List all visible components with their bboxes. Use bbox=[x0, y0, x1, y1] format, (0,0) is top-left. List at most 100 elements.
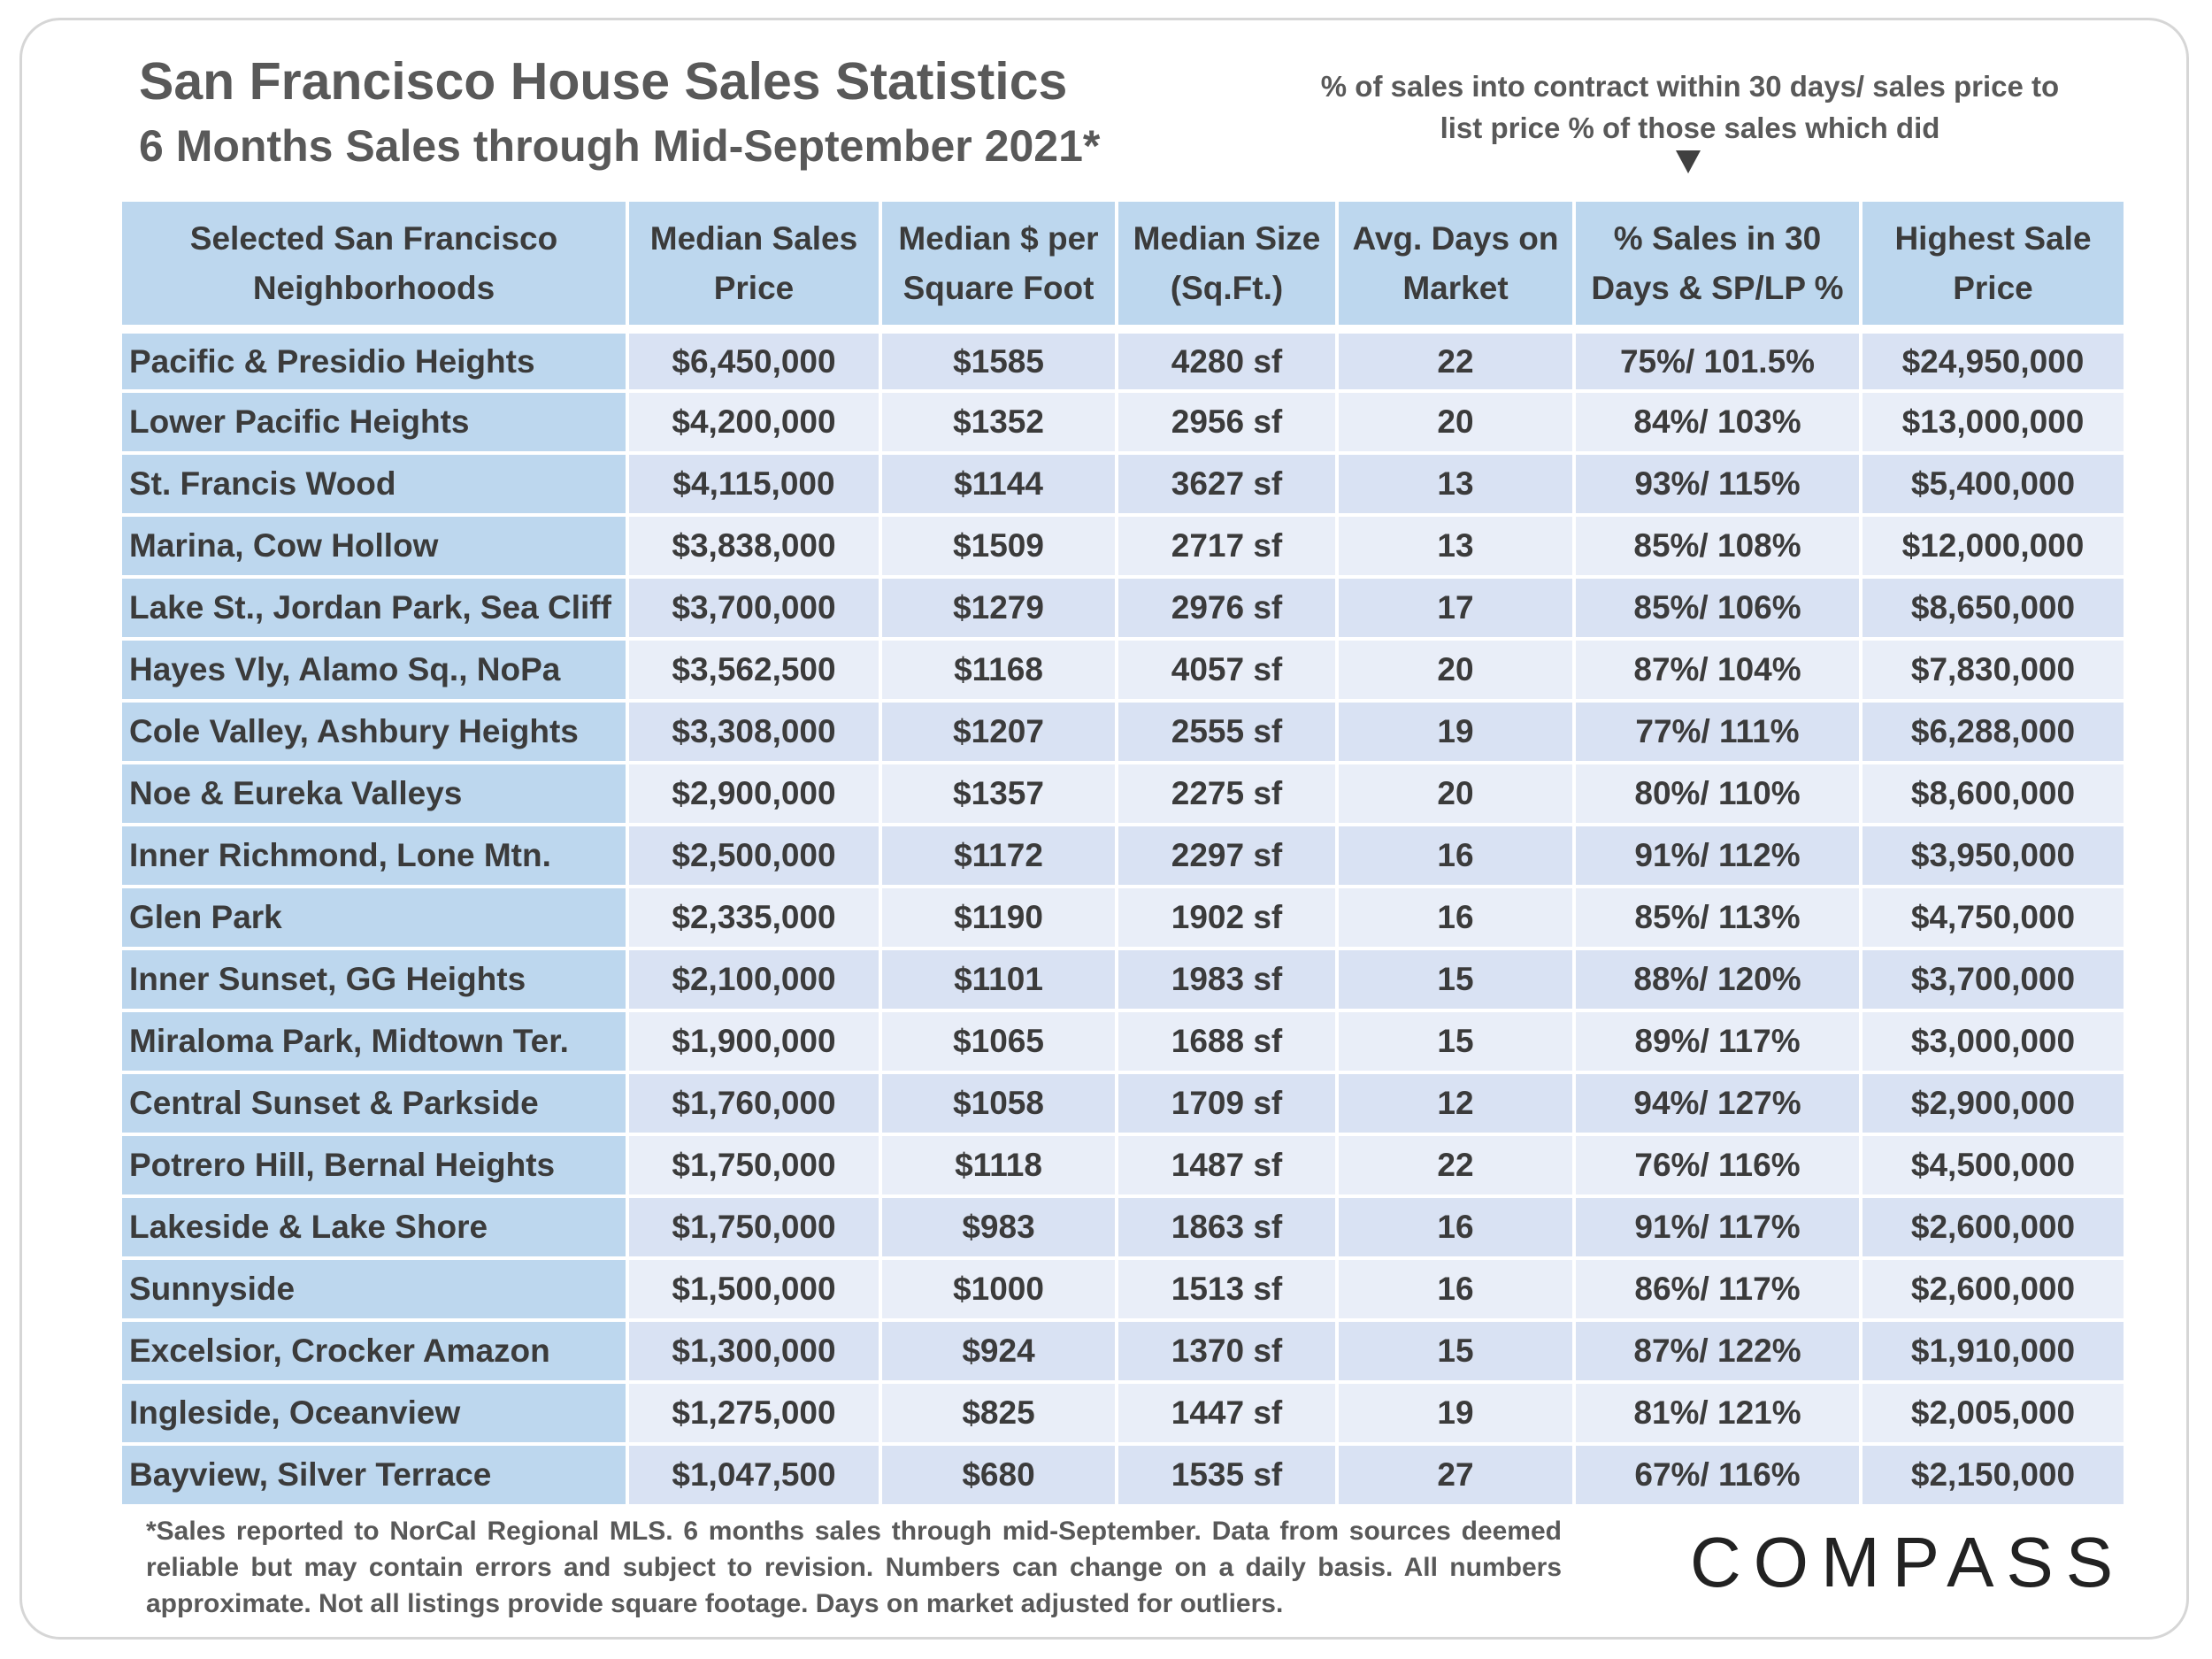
cell-sales-30-days: 77%/ 111% bbox=[1572, 699, 1863, 764]
cell-median-size: 2956 sf bbox=[1115, 389, 1339, 455]
table-header-row: Selected San Francisco Neighborhoods Med… bbox=[119, 198, 2127, 334]
cell-price-per-sqft: $1168 bbox=[879, 637, 1118, 703]
cell-price-per-sqft: $1585 bbox=[879, 327, 1118, 393]
column-header-neighborhood: Selected San Francisco Neighborhoods bbox=[119, 198, 629, 334]
cell-price-per-sqft: $1065 bbox=[879, 1009, 1118, 1074]
cell-highest-sale: $7,830,000 bbox=[1859, 637, 2127, 703]
cell-median-size: 1513 sf bbox=[1115, 1256, 1339, 1322]
cell-neighborhood: Hayes Vly, Alamo Sq., NoPa bbox=[119, 637, 629, 703]
cell-sales-30-days: 85%/ 106% bbox=[1572, 575, 1863, 641]
cell-highest-sale: $1,910,000 bbox=[1859, 1318, 2127, 1384]
cell-median-size: 1902 sf bbox=[1115, 885, 1339, 950]
sales-table: Selected San Francisco Neighborhoods Med… bbox=[119, 198, 2127, 1508]
column-header-highest-sale: Highest Sale Price bbox=[1859, 198, 2127, 334]
cell-highest-sale: $4,500,000 bbox=[1859, 1133, 2127, 1198]
cell-neighborhood: St. Francis Wood bbox=[119, 451, 629, 517]
cell-sales-30-days: 91%/ 117% bbox=[1572, 1194, 1863, 1260]
cell-highest-sale: $2,600,000 bbox=[1859, 1194, 2127, 1260]
cell-price-per-sqft: $983 bbox=[879, 1194, 1118, 1260]
table-row: Cole Valley, Ashbury Heights $3,308,000 $1… bbox=[119, 699, 2127, 764]
cell-median-size: 2976 sf bbox=[1115, 575, 1339, 641]
cell-median-price: $2,900,000 bbox=[626, 761, 882, 826]
page-subtitle: 6 Months Sales through Mid-September 202… bbox=[139, 121, 1101, 171]
cell-days-on-market: 20 bbox=[1335, 761, 1576, 826]
cell-sales-30-days: 93%/ 115% bbox=[1572, 451, 1863, 517]
cell-median-size: 1983 sf bbox=[1115, 947, 1339, 1012]
cell-days-on-market: 16 bbox=[1335, 885, 1576, 950]
cell-neighborhood: Lakeside & Lake Shore bbox=[119, 1194, 629, 1260]
table-row: Noe & Eureka Valleys $2,900,000 $1357 2275 … bbox=[119, 761, 2127, 826]
column-header-price-per-sqft: Median $ per Square Foot bbox=[879, 198, 1118, 334]
table-row: Inner Sunset, GG Heights $2,100,000 $1101 1… bbox=[119, 947, 2127, 1012]
table-row: Marina, Cow Hollow $3,838,000 $1509 2717 sf… bbox=[119, 513, 2127, 579]
cell-sales-30-days: 85%/ 113% bbox=[1572, 885, 1863, 950]
cell-median-price: $1,900,000 bbox=[626, 1009, 882, 1074]
cell-highest-sale: $3,700,000 bbox=[1859, 947, 2127, 1012]
cell-neighborhood: Potrero Hill, Bernal Heights bbox=[119, 1133, 629, 1198]
cell-median-price: $3,562,500 bbox=[626, 637, 882, 703]
cell-price-per-sqft: $1509 bbox=[879, 513, 1118, 579]
cell-days-on-market: 27 bbox=[1335, 1442, 1576, 1508]
cell-neighborhood: Lower Pacific Heights bbox=[119, 389, 629, 455]
cell-days-on-market: 12 bbox=[1335, 1071, 1576, 1136]
cell-price-per-sqft: $1357 bbox=[879, 761, 1118, 826]
column-note: % of sales into contract within 30 days/… bbox=[1320, 70, 2060, 144]
cell-sales-30-days: 76%/ 116% bbox=[1572, 1133, 1863, 1198]
cell-price-per-sqft: $1172 bbox=[879, 823, 1118, 888]
cell-median-size: 1370 sf bbox=[1115, 1318, 1339, 1384]
column-header-sales-30-days: % Sales in 30 Days & SP/LP % bbox=[1572, 198, 1863, 334]
cell-median-price: $2,500,000 bbox=[626, 823, 882, 888]
cell-price-per-sqft: $825 bbox=[879, 1380, 1118, 1446]
cell-median-size: 1863 sf bbox=[1115, 1194, 1339, 1260]
cell-days-on-market: 17 bbox=[1335, 575, 1576, 641]
down-triangle-icon bbox=[1676, 150, 1701, 173]
cell-neighborhood: Excelsior, Crocker Amazon bbox=[119, 1318, 629, 1384]
table-row: Glen Park $2,335,000 $1190 1902 sf 16 85%/ 11… bbox=[119, 885, 2127, 950]
cell-median-size: 4280 sf bbox=[1115, 327, 1339, 393]
cell-sales-30-days: 67%/ 116% bbox=[1572, 1442, 1863, 1508]
cell-highest-sale: $2,600,000 bbox=[1859, 1256, 2127, 1322]
cell-highest-sale: $8,650,000 bbox=[1859, 575, 2127, 641]
cell-price-per-sqft: $1000 bbox=[879, 1256, 1118, 1322]
cell-price-per-sqft: $1190 bbox=[879, 885, 1118, 950]
cell-neighborhood: Ingleside, Oceanview bbox=[119, 1380, 629, 1446]
cell-median-price: $1,760,000 bbox=[626, 1071, 882, 1136]
table-row: Sunnyside $1,500,000 $1000 1513 sf 16 86%/ 11… bbox=[119, 1256, 2127, 1322]
cell-highest-sale: $2,900,000 bbox=[1859, 1071, 2127, 1136]
cell-median-size: 3627 sf bbox=[1115, 451, 1339, 517]
footnote: *Sales reported to NorCal Regional MLS. … bbox=[146, 1517, 1562, 1618]
cell-neighborhood: Glen Park bbox=[119, 885, 629, 950]
cell-highest-sale: $12,000,000 bbox=[1859, 513, 2127, 579]
cell-median-price: $4,115,000 bbox=[626, 451, 882, 517]
table-body: Pacific & Presidio Heights $6,450,000 $158… bbox=[119, 327, 2127, 1508]
cell-neighborhood: Miraloma Park, Midtown Ter. bbox=[119, 1009, 629, 1074]
table-row: Ingleside, Oceanview $1,275,000 $825 1447 s… bbox=[119, 1380, 2127, 1446]
table-row: Hayes Vly, Alamo Sq., NoPa $3,562,500 $116… bbox=[119, 637, 2127, 703]
cell-median-price: $2,100,000 bbox=[626, 947, 882, 1012]
cell-days-on-market: 22 bbox=[1335, 1133, 1576, 1198]
cell-median-price: $1,275,000 bbox=[626, 1380, 882, 1446]
cell-highest-sale: $2,150,000 bbox=[1859, 1442, 2127, 1508]
cell-highest-sale: $5,400,000 bbox=[1859, 451, 2127, 517]
cell-sales-30-days: 81%/ 121% bbox=[1572, 1380, 1863, 1446]
cell-days-on-market: 13 bbox=[1335, 451, 1576, 517]
cell-sales-30-days: 87%/ 104% bbox=[1572, 637, 1863, 703]
cell-days-on-market: 16 bbox=[1335, 1194, 1576, 1260]
cell-price-per-sqft: $680 bbox=[879, 1442, 1118, 1508]
cell-price-per-sqft: $1144 bbox=[879, 451, 1118, 517]
cell-median-price: $3,308,000 bbox=[626, 699, 882, 764]
cell-sales-30-days: 80%/ 110% bbox=[1572, 761, 1863, 826]
cell-sales-30-days: 86%/ 117% bbox=[1572, 1256, 1863, 1322]
cell-sales-30-days: 88%/ 120% bbox=[1572, 947, 1863, 1012]
cell-days-on-market: 15 bbox=[1335, 947, 1576, 1012]
table-row: Excelsior, Crocker Amazon $1,300,000 $924 1… bbox=[119, 1318, 2127, 1384]
table-row: Inner Richmond, Lone Mtn. $2,500,000 $1172… bbox=[119, 823, 2127, 888]
cell-highest-sale: $3,950,000 bbox=[1859, 823, 2127, 888]
cell-neighborhood: Bayview, Silver Terrace bbox=[119, 1442, 629, 1508]
cell-neighborhood: Lake St., Jordan Park, Sea Cliff bbox=[119, 575, 629, 641]
cell-median-price: $1,500,000 bbox=[626, 1256, 882, 1322]
cell-median-price: $1,750,000 bbox=[626, 1194, 882, 1260]
cell-median-price: $2,335,000 bbox=[626, 885, 882, 950]
cell-median-price: $1,047,500 bbox=[626, 1442, 882, 1508]
cell-days-on-market: 22 bbox=[1335, 327, 1576, 393]
